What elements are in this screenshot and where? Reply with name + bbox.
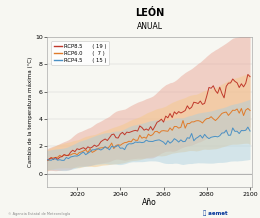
Y-axis label: Cambio de la temperatura máxima (°C): Cambio de la temperatura máxima (°C) bbox=[28, 57, 34, 167]
Legend: RCP8.5      ( 19 ), RCP6.0      (  7 ), RCP4.5      ( 15 ): RCP8.5 ( 19 ), RCP6.0 ( 7 ), RCP4.5 ( 15… bbox=[51, 41, 109, 65]
Text: 🐦 aemet: 🐦 aemet bbox=[203, 210, 228, 216]
X-axis label: Año: Año bbox=[142, 198, 157, 207]
Text: ANUAL: ANUAL bbox=[136, 22, 162, 31]
Text: LEÓN: LEÓN bbox=[135, 7, 164, 17]
Text: © Agencia Estatal de Meteorología: © Agencia Estatal de Meteorología bbox=[8, 212, 70, 216]
